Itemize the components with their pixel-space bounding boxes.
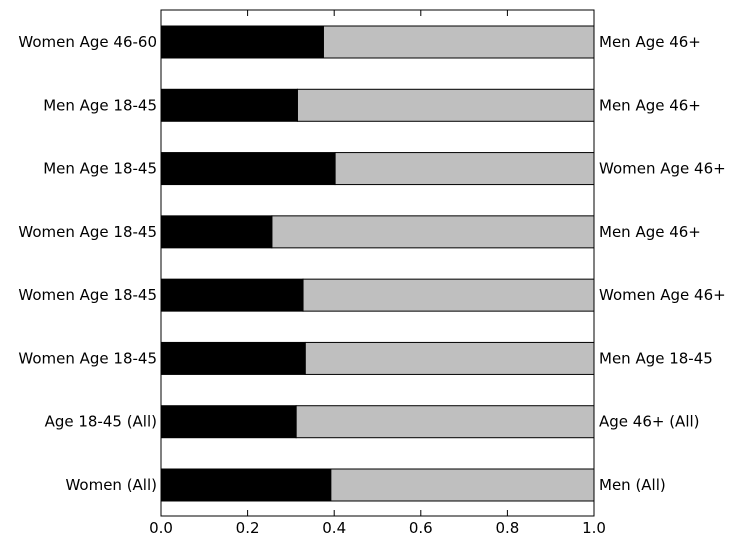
right-category-label: Men (All) [599,476,666,494]
left-category-label: Women Age 18-45 [18,286,157,304]
bar-segment-right [322,25,595,59]
right-category-label: Women Age 46+ [599,286,726,304]
bar-segment-right [302,278,595,312]
left-category-label: Women Age 18-45 [18,349,157,367]
plot-frame [160,9,595,517]
left-category-labels: Women Age 46-60 Men Age 18-45 Men Age 18-4… [18,33,157,494]
x-tick-label: 0.4 [322,519,346,537]
bar-segment-left [160,278,304,312]
left-category-label: Men Age 18-45 [43,96,157,114]
x-tick-label: 0.2 [236,519,260,537]
bars-group [160,25,595,502]
right-category-label: Men Age 46+ [599,223,701,241]
bar-segment-left [160,215,273,249]
bar-segment-left [160,88,298,122]
left-category-label: Men Age 18-45 [43,160,157,178]
bar-segment-left [160,468,332,502]
x-axis-ticks: 0.0 0.2 0.4 0.6 0.8 1.0 [149,10,606,537]
left-category-label: Women Age 18-45 [18,223,157,241]
x-tick-label: 0.0 [149,519,173,537]
right-category-label: Women Age 46+ [599,160,726,178]
x-tick-label: 1.0 [582,519,606,537]
right-category-label: Age 46+ (All) [599,413,700,431]
left-category-label: Women (All) [65,476,157,494]
bar-segment-right [296,88,595,122]
bar-segment-right [304,341,595,375]
bar-segment-left [160,341,306,375]
left-category-label: Age 18-45 (All) [45,413,157,431]
bar-segment-left [160,405,297,439]
bar-segment-right [271,215,595,249]
x-tick-label: 0.8 [495,519,519,537]
bar-segment-right [330,468,595,502]
right-category-label: Men Age 46+ [599,33,701,51]
bar-segment-right [295,405,595,439]
left-category-label: Women Age 46-60 [18,33,157,51]
right-category-label: Men Age 46+ [599,96,701,114]
bar-segment-right [334,152,595,186]
bar-segment-left [160,25,324,59]
right-category-label: Men Age 18-45 [599,349,713,367]
x-tick-label: 0.6 [409,519,433,537]
right-category-labels: Men Age 46+ Men Age 46+ Women Age 46+ Men A… [599,33,726,494]
bar-segment-left [160,152,336,186]
